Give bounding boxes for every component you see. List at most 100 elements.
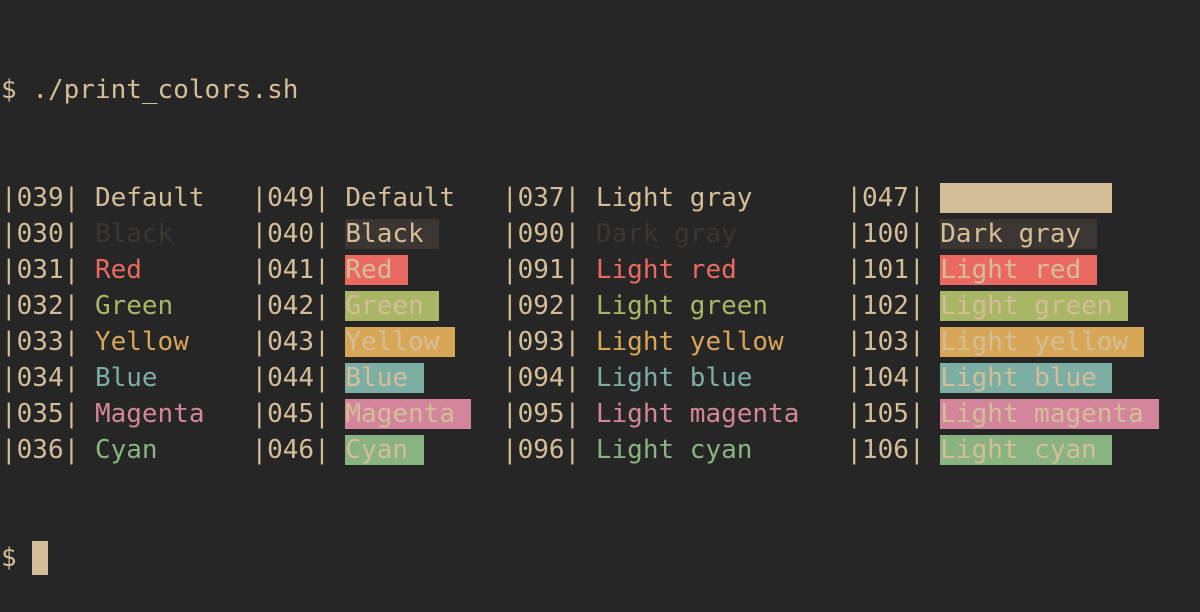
color-sample: Magenta (94, 399, 205, 429)
color-sample: Dark gray (940, 219, 1097, 249)
color-sample: Black (345, 219, 440, 249)
color-code: |040| (251, 219, 330, 249)
command-text: ./print_colors.sh (32, 75, 299, 105)
color-row: |033| Yellow |043| Yellow |093| Light yel… (1, 324, 1200, 360)
color-code: |033| (1, 327, 80, 357)
color-sample: Light green (940, 291, 1129, 321)
color-code: |045| (251, 399, 330, 429)
color-sample: Light red (595, 255, 737, 285)
color-row: |036| Cyan |046| Cyan |096| Light cyan |10… (1, 432, 1200, 468)
color-sample: Cyan (345, 435, 424, 465)
color-cell: |044| Blue (251, 360, 501, 396)
color-code: |049| (251, 183, 330, 213)
color-sample: Light red (940, 255, 1097, 285)
color-code: |032| (1, 291, 80, 321)
color-code: |047| (846, 183, 925, 213)
color-code: |030| (1, 219, 80, 249)
color-cell: |094| Light blue (502, 360, 846, 396)
color-table: |039| Default |049| Default |037| Light gr… (1, 180, 1200, 468)
color-code: |031| (1, 255, 80, 285)
color-code: |094| (501, 363, 581, 393)
color-cell: |100| Dark gray (846, 216, 1097, 252)
color-sample: Default (345, 183, 455, 213)
color-cell: |042| Green (251, 288, 501, 324)
color-sample: Green (345, 291, 440, 321)
color-cell: |049| Default (251, 180, 501, 216)
prompt: $ (1, 75, 33, 105)
color-sample: Light blue (940, 363, 1113, 393)
color-sample: Light gray (940, 183, 1113, 213)
color-sample: Cyan (94, 435, 158, 465)
color-code: |090| (501, 219, 581, 249)
color-code: |092| (501, 291, 581, 321)
command-line: $ ./print_colors.sh (1, 72, 1200, 108)
color-sample: Light yellow (595, 327, 784, 357)
color-code: |035| (1, 399, 80, 429)
color-cell: |036| Cyan (1, 432, 251, 468)
color-cell: |037| Light gray (502, 180, 846, 216)
color-code: |095| (501, 399, 581, 429)
color-code: |044| (251, 363, 330, 393)
color-cell: |104| Light blue (846, 360, 1113, 396)
color-cell: |102| Light green (846, 288, 1129, 324)
color-cell: |034| Blue (1, 360, 251, 396)
color-cell: |032| Green (1, 288, 251, 324)
color-sample: Dark gray (595, 219, 737, 249)
color-code: |102| (846, 291, 925, 321)
color-cell: |035| Magenta (1, 396, 251, 432)
color-sample: Light magenta (940, 399, 1160, 429)
color-cell: |046| Cyan (251, 432, 501, 468)
color-sample: Light gray (595, 183, 753, 213)
color-sample: Light green (595, 291, 769, 321)
color-code: |105| (846, 399, 925, 429)
color-sample: Light cyan (595, 435, 753, 465)
color-cell: |045| Magenta (251, 396, 501, 432)
color-code: |091| (501, 255, 581, 285)
color-cell: |091| Light red (502, 252, 846, 288)
color-row: |034| Blue |044| Blue |094| Light blue |10… (1, 360, 1200, 396)
input-line[interactable]: $ (1, 540, 1200, 576)
color-code: |106| (846, 435, 925, 465)
color-code: |039| (1, 183, 80, 213)
color-row: |031| Red |041| Red |091| Light red |101| … (1, 252, 1200, 288)
color-row: |039| Default |049| Default |037| Light gr… (1, 180, 1200, 216)
color-cell: |030| Black (1, 216, 251, 252)
color-sample: Yellow (94, 327, 189, 357)
prompt: $ (1, 543, 33, 573)
color-cell: |096| Light cyan (502, 432, 846, 468)
color-code: |103| (846, 327, 925, 357)
color-cell: |033| Yellow (1, 324, 251, 360)
color-sample: Green (94, 291, 174, 321)
color-cell: |040| Black (251, 216, 501, 252)
color-sample: Magenta (345, 399, 471, 429)
color-code: |046| (251, 435, 330, 465)
color-cell: |041| Red (251, 252, 501, 288)
color-code: |034| (1, 363, 80, 393)
color-sample: Blue (94, 363, 158, 393)
color-cell: |090| Dark gray (502, 216, 846, 252)
color-row: |030| Black |040| Black |090| Dark gray |1… (1, 216, 1200, 252)
color-sample: Light blue (595, 363, 753, 393)
color-cell: |092| Light green (502, 288, 846, 324)
color-sample: Light cyan (940, 435, 1113, 465)
color-code: |100| (846, 219, 925, 249)
color-sample: Red (345, 255, 409, 285)
color-sample: Default (94, 183, 205, 213)
color-sample: Black (94, 219, 174, 249)
color-sample: Yellow (345, 327, 455, 357)
color-sample: Red (94, 255, 142, 285)
color-cell: |031| Red (1, 252, 251, 288)
color-code: |041| (251, 255, 330, 285)
color-cell: |047| Light gray (846, 180, 1113, 216)
color-cell: |105| Light magenta (846, 396, 1160, 432)
color-code: |036| (1, 435, 80, 465)
color-code: |093| (501, 327, 581, 357)
color-cell: |093| Light yellow (502, 324, 846, 360)
color-cell: |095| Light magenta (502, 396, 846, 432)
color-sample: Blue (345, 363, 424, 393)
color-code: |101| (846, 255, 925, 285)
color-cell: |106| Light cyan (846, 432, 1113, 468)
color-sample: Light magenta (595, 399, 800, 429)
color-code: |043| (251, 327, 330, 357)
